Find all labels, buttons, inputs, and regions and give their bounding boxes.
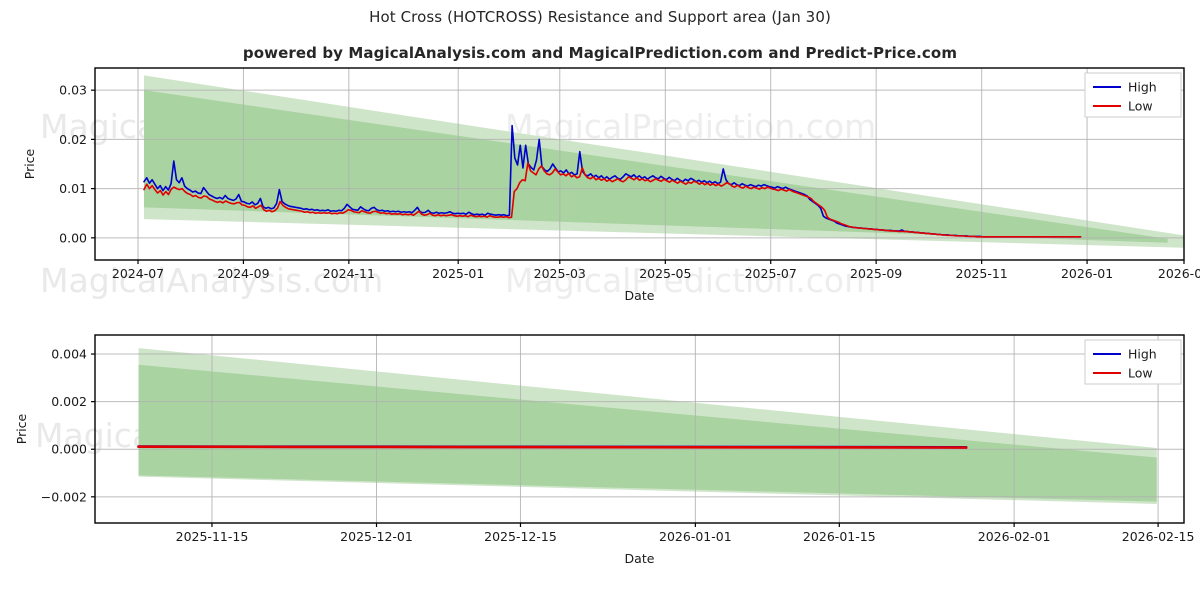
x-tick-label: 2026-02-15 (1122, 529, 1195, 544)
y-axis: −0.002 0.000 0.002 0.004 (41, 347, 95, 504)
x-axis: 2024-07 2024-09 2024-11 2025-01 2025-03 2025-… (112, 260, 1200, 281)
watermark-magicalprediction: MagicalPrediction.com (505, 261, 876, 300)
x-tick-label: 2026-01-15 (803, 529, 876, 544)
legend[interactable]: High Low (1084, 339, 1182, 385)
x-tick-label: 2025-12-01 (340, 529, 413, 544)
x-axis-title: Date (625, 551, 655, 566)
watermark-magicalanalysis: MagicalAnalysis.com (40, 261, 383, 300)
y-tick-label: 0.000 (51, 442, 87, 457)
lower-chart-panel: MagicalAnalysis.comMagicalPrediction.com… (0, 325, 1200, 600)
y-axis-title: Price (22, 148, 37, 179)
resistance-support-inner (138, 364, 1157, 502)
confidence-bands (138, 348, 1157, 504)
x-tick-label: 2026-02-01 (978, 529, 1051, 544)
legend-label-high: High (1128, 80, 1157, 95)
series-layer (143, 124, 1082, 238)
series-line-low (137, 445, 968, 449)
resistance-support-inner (144, 90, 1168, 243)
x-tick-label: 2026-01 (1061, 266, 1113, 281)
y-axis-title: Price (14, 413, 29, 444)
y-tick-label: 0.03 (59, 83, 87, 98)
x-tick-label: 2026-01-01 (659, 529, 732, 544)
x-axis-title: Date (625, 288, 655, 303)
x-axis: 2025-11-15 2025-12-01 2025-12-15 2026-01-01… (176, 523, 1195, 544)
y-tick-label: 0.01 (59, 181, 87, 196)
x-tick-label: 2025-11 (956, 266, 1008, 281)
x-tick-label: 2026-03 (1158, 266, 1200, 281)
confidence-bands (144, 75, 1184, 248)
y-tick-label: 0.02 (59, 132, 87, 147)
x-tick-label: 2025-07 (745, 266, 797, 281)
legend-label-low: Low (1128, 366, 1153, 381)
gridlines (95, 335, 1184, 523)
upper-chart-svg: MagicalAnalysis.com MagicalPrediction.com… (22, 67, 1200, 303)
series-layer (137, 445, 968, 449)
y-tick-label: 0.004 (51, 347, 87, 362)
legend-label-low: Low (1128, 99, 1153, 114)
upper-chart-panel: MagicalAnalysis.com MagicalPrediction.com… (0, 60, 1200, 370)
x-tick-label: 2024-11 (323, 266, 375, 281)
legend-label-high: High (1128, 347, 1157, 362)
lower-chart-svg: MagicalAnalysis.comMagicalPrediction.com… (14, 334, 1195, 566)
page-title: Hot Cross (HOTCROSS) Resistance and Supp… (369, 8, 831, 26)
x-tick-label: 2025-09 (850, 266, 902, 281)
x-tick-label: 2025-12-15 (484, 529, 557, 544)
series-line-low (143, 162, 1082, 238)
legend-box (1084, 339, 1182, 385)
x-tick-label: 2025-01 (432, 266, 484, 281)
y-tick-label: 0.00 (59, 230, 87, 245)
legend[interactable]: High Low (1084, 72, 1182, 118)
x-tick-label: 2025-11-15 (176, 529, 249, 544)
page-subtitle: powered by MagicalAnalysis.com and Magic… (242, 44, 958, 62)
legend-box (1084, 72, 1182, 118)
y-tick-label: −0.002 (41, 489, 87, 504)
x-tick-label: 2025-05 (639, 266, 691, 281)
y-tick-label: 0.002 (51, 394, 87, 409)
x-tick-label: 2024-09 (217, 266, 269, 281)
plot-frame (94, 67, 1185, 261)
y-axis: 0.00 0.01 0.02 0.03 (59, 83, 95, 245)
x-tick-label: 2025-03 (534, 266, 586, 281)
x-tick-label: 2024-07 (112, 266, 164, 281)
gridlines (95, 68, 1185, 260)
plot-frame (94, 334, 1185, 524)
